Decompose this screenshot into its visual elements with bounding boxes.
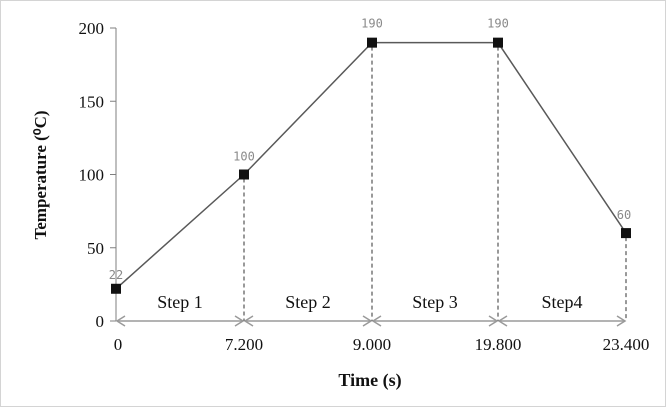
- step-labels: Step 1 Step 2 Step 3 Step4: [157, 292, 582, 312]
- data-label: 190: [361, 17, 383, 31]
- x-tick-label: 19.800: [475, 335, 522, 354]
- data-label: 190: [487, 17, 509, 31]
- data-point: [621, 228, 631, 239]
- y-tick-label: 200: [79, 19, 105, 38]
- x-tick-label: 9.000: [353, 335, 391, 354]
- series-line: [115, 41, 627, 290]
- x-tick-label: 23.400: [603, 335, 650, 354]
- data-point: [493, 37, 503, 48]
- step-arrow-head: [371, 315, 382, 327]
- step-label: Step 2: [285, 292, 331, 312]
- data-point: [111, 283, 121, 294]
- data-label: 100: [233, 150, 255, 164]
- y-tick-label: 100: [79, 166, 105, 185]
- data-label: 22: [109, 268, 123, 282]
- data-label: 60: [617, 208, 631, 222]
- step-arrows: [115, 315, 627, 327]
- y-tick-label: 50: [87, 239, 104, 258]
- step-label: Step 1: [157, 292, 203, 312]
- step-arrow-head: [616, 315, 627, 327]
- step-label: Step 3: [412, 292, 458, 312]
- data-markers: [111, 37, 631, 294]
- data-point: [239, 169, 249, 180]
- y-axis-label: Temperature (⁰C): [31, 110, 50, 239]
- step-arrow-head: [362, 315, 373, 327]
- y-axis-ticks: 0 50 100 150 200: [79, 19, 116, 331]
- x-axis-ticks: 0 7.200 9.000 19.800 23.400: [114, 335, 650, 354]
- step-arrow-head: [234, 315, 245, 327]
- temperature-line: [115, 41, 627, 290]
- y-tick-label: 0: [96, 312, 105, 331]
- step-arrow-head: [243, 315, 254, 327]
- y-tick-label: 150: [79, 92, 105, 111]
- x-tick-label: 7.200: [225, 335, 263, 354]
- step-label: Step4: [541, 292, 582, 312]
- step-boundaries: [243, 46, 627, 321]
- step-arrow-head: [488, 315, 499, 327]
- data-point: [367, 37, 377, 48]
- x-tick-label: 0: [114, 335, 123, 354]
- data-labels: 22 100 190 190 60: [109, 17, 631, 282]
- step-arrow-head: [497, 315, 508, 327]
- x-axis-label: Time (s): [338, 370, 401, 391]
- step-arrow-head: [115, 315, 126, 327]
